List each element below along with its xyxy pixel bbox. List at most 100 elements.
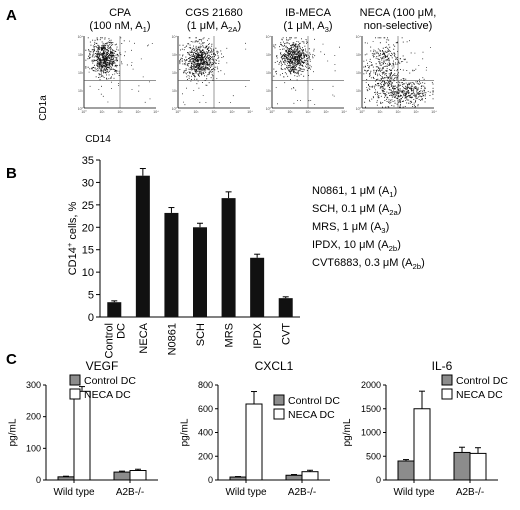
panel-c-bar-neca <box>301 471 319 481</box>
panel-b-category-label: ControlDC <box>103 323 127 359</box>
panel-c-legend-label: Control DC <box>456 375 508 387</box>
panel-c-chart-cxcl1: CXCL1 0 200 400 600 800 pg/mL Wild type A2B-/- Co… <box>180 359 341 498</box>
flow-x-tick: 10⁰ <box>175 110 181 114</box>
flow-plot-1: CPA(100 nM, A1)10⁰10⁰10¹10¹10²10²10³10³1… <box>78 7 160 114</box>
flow-plot-title-line2: non-selective) <box>364 20 433 32</box>
panel-c-legend-swatch <box>273 394 285 406</box>
flow-y-tick: 10¹ <box>266 89 272 93</box>
panel-a-flow-plots: CD1a CD14 CPA(100 nM, A1) 10⁰ 10⁰ 10¹ 10¹ 10²… <box>38 7 437 145</box>
panel-c-bar-control <box>113 471 131 481</box>
panel-b-bar-6 <box>250 257 265 317</box>
panel-b-legend-entry-3: MRS, 1 μM (A3) <box>312 221 389 235</box>
panel-c-category-label: Wild type <box>393 487 435 498</box>
flow-x-tick: 10⁴ <box>431 110 437 114</box>
flow-y-tick: 10³ <box>356 53 362 57</box>
panel-c-chart-title: VEGF <box>86 359 119 373</box>
panel-c-y-tick-label: 600 <box>198 404 213 414</box>
flow-x-tick: 10³ <box>229 110 235 114</box>
panel-c-legend-label: NECA DC <box>456 389 503 401</box>
flow-y-tick: 10¹ <box>172 89 178 93</box>
panel-b-y-tick-label: 5 <box>88 290 94 302</box>
panel-c-legend-label: Control DC <box>288 395 340 407</box>
panel-c-bar-neca <box>73 390 91 481</box>
panel-c-legend-swatch <box>441 388 453 400</box>
panel-c-legend-label: NECA DC <box>84 389 131 401</box>
panel-c-y-tick-label: 100 <box>26 443 41 453</box>
flow-plot-3: IB-MECA(1 μM, A3)10⁰10⁰10¹10¹10²10²10³10… <box>266 7 348 114</box>
panel-b-y-tick-label: 30 <box>82 177 94 189</box>
panel-a-xlabel: CD14 <box>85 134 111 145</box>
flow-y-tick: 10² <box>172 71 178 75</box>
panel-c-legend-swatch <box>69 374 81 386</box>
panel-c-bar-neca <box>469 452 487 481</box>
flow-x-tick: 10² <box>305 110 311 114</box>
panel-c-ylabel: pg/mL <box>8 418 19 446</box>
panel-b-category-label: IPDX <box>252 322 264 348</box>
flow-y-tick: 10² <box>266 71 272 75</box>
panel-c-chart-title: IL-6 <box>432 359 453 373</box>
flow-scatter-points <box>85 37 153 103</box>
flow-y-tick: 10³ <box>172 53 178 57</box>
panel-b-bar-7 <box>278 298 293 317</box>
panel-c-ylabel: pg/mL <box>180 418 191 446</box>
panel-letter-b: B <box>6 165 17 182</box>
panel-c-y-tick-label: 0 <box>376 475 381 485</box>
flow-x-tick: 10⁴ <box>153 110 159 114</box>
flow-x-tick: 10⁴ <box>341 110 347 114</box>
panel-c-chart-vegf: VEGF 0 100 200 300 pg/mL Wild type A2B-/- Contro… <box>8 359 158 498</box>
panel-b-y-tick-label: 25 <box>82 200 94 212</box>
flow-x-tick: 10³ <box>413 110 419 114</box>
flow-scatter-points <box>363 37 434 108</box>
flow-y-tick: 10⁰ <box>266 107 272 111</box>
flow-scatter-points <box>273 37 340 105</box>
flow-x-tick: 10³ <box>323 110 329 114</box>
panel-c-category-label: Wild type <box>225 487 267 498</box>
panel-c-category-label: A2B-/- <box>288 487 316 498</box>
panel-letter-c: C <box>6 351 17 368</box>
flow-plot-2: CGS 21680(1 μM, A2A)10⁰10⁰10¹10¹10²10²10… <box>172 7 254 114</box>
flow-plot-title-line1: CPA <box>109 7 131 19</box>
panel-b-y-tick-label: 15 <box>82 245 94 257</box>
panel-b-bar-4 <box>193 227 207 317</box>
flow-y-tick: 10² <box>356 71 362 75</box>
panel-b-y-tick-label: 10 <box>82 267 94 279</box>
panel-b-y-tick-label: 20 <box>82 222 94 234</box>
flow-x-tick: 10⁰ <box>269 110 275 114</box>
panel-b-bar-3 <box>164 212 179 317</box>
flow-plot-title-line1: NECA (100 μM, <box>360 7 437 19</box>
flow-plot-title-line1: CGS 21680 <box>185 7 242 19</box>
panel-a-ylabel: CD1a <box>38 95 49 121</box>
flow-y-tick: 10⁰ <box>78 107 84 111</box>
panel-c-y-tick-label: 0 <box>208 475 213 485</box>
panel-c-legend-swatch <box>69 388 81 400</box>
panel-b-y-tick-label: 0 <box>88 312 94 324</box>
flow-scatter-points <box>179 37 247 106</box>
panel-letter-a: A <box>6 7 17 24</box>
panel-c-legend-label: Control DC <box>84 375 136 387</box>
panel-c-bar-control <box>57 476 75 481</box>
panel-b-category-label: MRS <box>224 323 236 347</box>
flow-y-tick: 10⁴ <box>172 35 178 39</box>
panel-b-legend-entry-5: CVT6883, 0.3 μM (A2b) <box>312 257 425 271</box>
flow-plot-4: NECA (100 μM,non-selective)10⁰10⁰10¹10¹1… <box>356 7 438 114</box>
panel-c-chart-title: CXCL1 <box>255 359 294 373</box>
panel-c-legend-swatch <box>273 408 285 420</box>
flow-y-tick: 10¹ <box>78 89 84 93</box>
panel-c-bar-neca <box>129 470 147 481</box>
flow-y-tick: 10⁰ <box>356 107 362 111</box>
flow-y-tick: 10³ <box>266 53 272 57</box>
flow-x-tick: 10¹ <box>99 110 105 114</box>
flow-x-tick: 10¹ <box>377 110 383 114</box>
panel-c-bar-control <box>285 474 303 481</box>
flow-x-tick: 10³ <box>135 110 141 114</box>
panel-c-legend-label: NECA DC <box>288 409 335 421</box>
panel-b-y-tick-label: 35 <box>82 155 94 167</box>
panel-c-y-tick-label: 2000 <box>361 380 381 390</box>
panel-b-category-label: SCH <box>195 323 207 346</box>
flow-x-tick: 10¹ <box>193 110 199 114</box>
flow-y-tick: 10⁴ <box>266 35 272 39</box>
panel-c-y-tick-label: 400 <box>198 428 213 438</box>
panel-b-bar-5 <box>221 198 236 317</box>
panel-b-ylabel: CD14+ cells, % <box>65 201 79 275</box>
